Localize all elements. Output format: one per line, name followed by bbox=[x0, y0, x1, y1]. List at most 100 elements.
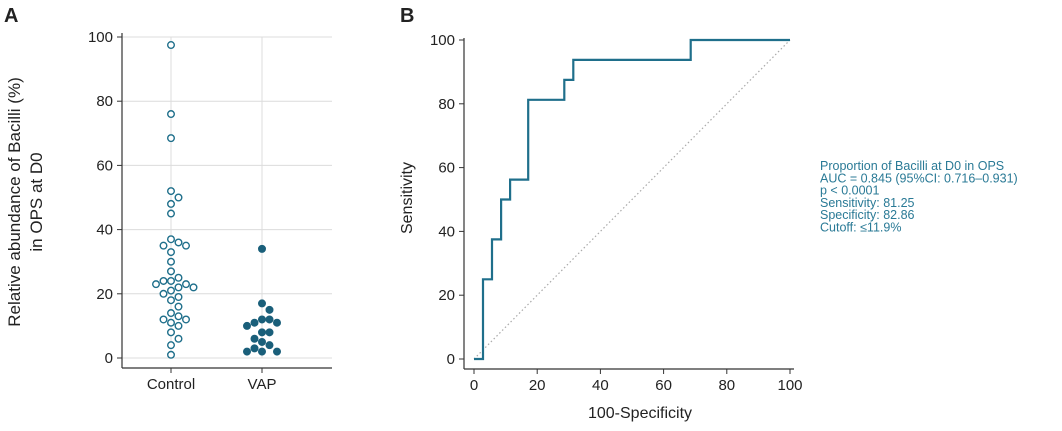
panel-a-point-control-28 bbox=[159, 315, 168, 324]
panel-a-y-tick-label-4: 80 bbox=[96, 93, 113, 110]
panel-a-point-control-8 bbox=[174, 238, 183, 247]
panel-a-point-control-27 bbox=[174, 312, 183, 321]
panel-b-reference-diagonal bbox=[473, 39, 791, 360]
panel-a-x-tick-label-0: Control bbox=[147, 376, 195, 393]
panel-b-x-tick-label-1: 20 bbox=[529, 377, 546, 394]
panel-a-label: A bbox=[4, 5, 18, 27]
panel-b-y-axis-label: Sensitivity bbox=[399, 162, 416, 234]
panel-b-y-tick-label-3: 60 bbox=[438, 160, 455, 177]
panel-a-point-vap-5 bbox=[250, 318, 259, 327]
panel-a-point-control-33 bbox=[174, 334, 183, 343]
panel-a-point-vap-7 bbox=[242, 321, 251, 330]
panel-a-point-vap-9 bbox=[265, 328, 274, 337]
panel-a-point-vap-14 bbox=[258, 347, 267, 356]
panel-b-legend-line-4: Specificity: 82.86 bbox=[820, 208, 915, 222]
panel-b-x-tick-label-5: 100 bbox=[777, 377, 802, 394]
panel-a-point-control-17 bbox=[181, 280, 190, 289]
panel-a-x-ticks: Control VAP bbox=[147, 368, 277, 393]
panel-a-point-vap-15 bbox=[273, 347, 282, 356]
panel-a-point-control-30 bbox=[166, 318, 175, 327]
panel-a-point-vap-8 bbox=[258, 328, 267, 337]
panel-a-points bbox=[151, 41, 282, 359]
panel-b-roc-line bbox=[474, 38, 790, 361]
panel-a-y-tick-label-3: 60 bbox=[96, 157, 113, 174]
panel-b-axes bbox=[463, 38, 794, 370]
panel-b-legend-line-1: AUC = 0.845 (95%CI: 0.716–0.931) bbox=[820, 171, 1018, 185]
panel-b-x-ticks: 0 20 40 60 80 100 bbox=[470, 369, 803, 394]
panel-a-y-tick-label-5: 100 bbox=[88, 29, 113, 46]
panel-a-point-vap-0 bbox=[258, 244, 267, 253]
panel-b-y-tick-label-2: 40 bbox=[438, 223, 455, 240]
panel-a-gridlines bbox=[122, 36, 332, 359]
panel-a-point-control-4 bbox=[174, 193, 183, 202]
panel-a-point-control-16 bbox=[159, 276, 168, 285]
panel-b-y-tick-label-1: 20 bbox=[438, 287, 455, 304]
panel-a-point-control-32 bbox=[166, 328, 175, 337]
panel-b-legend-line-0: Proportion of Bacilli at D0 in OPS bbox=[820, 159, 1004, 173]
panel-b-x-tick-label-3: 60 bbox=[655, 377, 672, 394]
panel-a-point-control-2 bbox=[166, 134, 175, 143]
panel-b-legend-line-2: p < 0.0001 bbox=[820, 184, 879, 198]
panel-a-point-control-18 bbox=[151, 280, 160, 289]
panel-a-point-control-29 bbox=[181, 315, 190, 324]
panel-a-point-control-23 bbox=[174, 293, 183, 302]
panel-b-y-ticks: 0 20 40 60 80 100 bbox=[430, 32, 464, 368]
panel-a-plot-frame bbox=[121, 33, 332, 369]
panel-a-point-control-12 bbox=[166, 257, 175, 266]
panel-b-label: B bbox=[400, 5, 414, 27]
panel-a-y-ticks: 0 20 40 60 80 100 bbox=[88, 29, 122, 367]
panel-b-y-tick-label-5: 100 bbox=[430, 32, 455, 49]
panel-b-roc-curve: B 0 20 40 60 80 100 0 20 40 60 80 100 100-Specific… bbox=[399, 5, 1018, 422]
panel-a-y-tick-label-1: 20 bbox=[96, 286, 113, 303]
panel-a-point-vap-1 bbox=[258, 299, 267, 308]
panel-b-legend-line-3: Sensitivity: 81.25 bbox=[820, 196, 915, 210]
panel-a-point-control-35 bbox=[166, 350, 175, 359]
panel-a-point-control-24 bbox=[166, 296, 175, 305]
panel-a-point-vap-4 bbox=[265, 315, 274, 324]
panel-a-point-control-0 bbox=[166, 41, 175, 50]
panel-a-point-control-22 bbox=[159, 289, 168, 298]
panel-a-point-vap-2 bbox=[265, 305, 274, 314]
panel-a-point-control-6 bbox=[166, 209, 175, 218]
panel-b-x-tick-label-2: 40 bbox=[592, 377, 609, 394]
panel-a-point-control-7 bbox=[166, 235, 175, 244]
panel-b-x-tick-label-4: 80 bbox=[718, 377, 735, 394]
panel-a-x-tick-label-1: VAP bbox=[248, 376, 277, 393]
panel-a-point-control-10 bbox=[181, 241, 190, 250]
panel-b-legend-line-5: Cutoff: ≤11.9% bbox=[820, 221, 901, 235]
panel-a-point-control-25 bbox=[174, 302, 183, 311]
panel-a-point-vap-6 bbox=[273, 318, 282, 327]
panel-a-point-control-13 bbox=[166, 267, 175, 276]
panel-a-point-control-14 bbox=[174, 273, 183, 282]
panel-b-y-tick-label-0: 0 bbox=[447, 351, 455, 368]
panel-a-point-vap-3 bbox=[258, 315, 267, 324]
panel-a-point-vap-16 bbox=[242, 347, 251, 356]
panel-a-point-control-9 bbox=[159, 241, 168, 250]
panel-a-point-control-11 bbox=[166, 248, 175, 257]
panel-a-point-control-19 bbox=[174, 283, 183, 292]
panel-a-point-control-20 bbox=[189, 283, 198, 292]
panel-a-dot-plot: A 0 20 40 60 80 100 Control VAP Relative abund… bbox=[4, 5, 332, 393]
panel-b-y-tick-label-4: 80 bbox=[438, 96, 455, 113]
panel-a-point-control-21 bbox=[166, 286, 175, 295]
panel-a-point-vap-12 bbox=[265, 341, 274, 350]
panel-a-y-axis-label-line1: Relative abundance of Bacilli (%) bbox=[5, 77, 24, 326]
panel-a-point-control-31 bbox=[174, 321, 183, 330]
panel-a-point-vap-11 bbox=[258, 337, 267, 346]
panel-a-y-tick-label-2: 40 bbox=[96, 222, 113, 239]
panel-b-roc-path bbox=[474, 38, 790, 361]
panel-a-point-control-5 bbox=[166, 199, 175, 208]
panel-a-point-vap-13 bbox=[250, 344, 259, 353]
panel-a-point-control-26 bbox=[166, 309, 175, 318]
panel-a-point-control-3 bbox=[166, 187, 175, 196]
panel-a-point-control-15 bbox=[166, 276, 175, 285]
panel-b-diagonal-line bbox=[473, 39, 791, 360]
panel-a-point-control-34 bbox=[166, 341, 175, 350]
panel-a-y-tick-label-0: 0 bbox=[105, 350, 113, 367]
panel-b-x-axis-label: 100-Specificity bbox=[588, 405, 692, 422]
panel-a-point-vap-10 bbox=[250, 334, 259, 343]
panel-a-y-axis-label-line2: in OPS at D0 bbox=[27, 152, 46, 251]
panel-a-point-control-1 bbox=[166, 110, 175, 119]
